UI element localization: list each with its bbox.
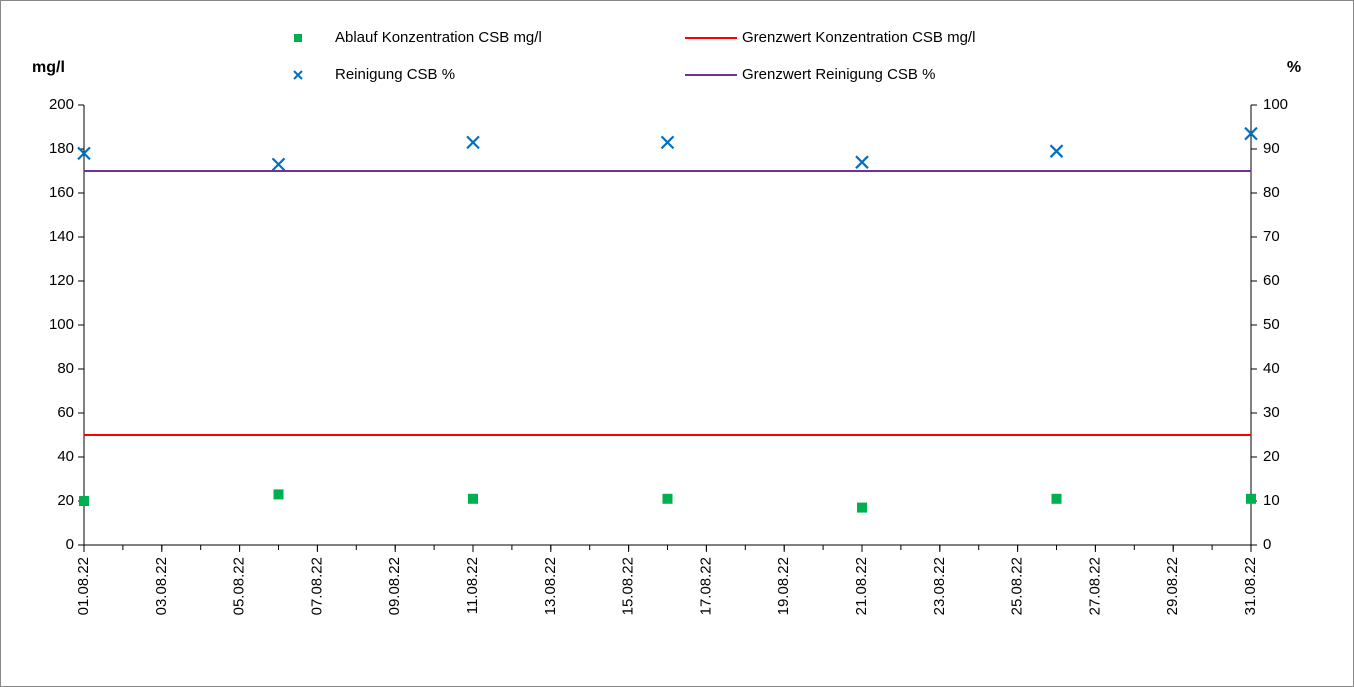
x-tick-label: 09.08.22 xyxy=(386,557,403,615)
x-tick-label: 03.08.22 xyxy=(153,557,170,615)
marker xyxy=(855,155,869,169)
y2-tick-label: 80 xyxy=(1263,184,1280,201)
x-tick-label: 27.08.22 xyxy=(1086,557,1103,615)
x-tick-label: 07.08.22 xyxy=(308,557,325,615)
y2-tick-label: 70 xyxy=(1263,228,1280,245)
legend-label: Reinigung CSB % xyxy=(335,66,455,83)
marker xyxy=(1049,144,1064,158)
y2-tick-label: 20 xyxy=(1263,448,1280,465)
marker xyxy=(662,493,673,504)
y2-tick-label: 50 xyxy=(1263,316,1280,333)
y2-tick-label: 0 xyxy=(1263,536,1271,553)
y2-tick-label: 90 xyxy=(1263,140,1280,157)
x-tick-label: 01.08.22 xyxy=(75,557,92,615)
x-tick-label: 17.08.22 xyxy=(697,557,714,615)
marker xyxy=(1244,126,1258,141)
x-tick-label: 23.08.22 xyxy=(931,557,948,615)
y-tick-label: 0 xyxy=(66,536,74,553)
y2-tick-label: 100 xyxy=(1263,96,1288,113)
y-tick-label: 180 xyxy=(49,140,74,157)
legend-swatch xyxy=(293,70,303,80)
marker xyxy=(77,146,91,161)
y-tick-label: 200 xyxy=(49,96,74,113)
y-axis-title: mg/l xyxy=(32,59,65,76)
marker xyxy=(468,493,478,504)
marker xyxy=(660,135,675,150)
y-tick-label: 140 xyxy=(49,228,74,245)
y2-tick-label: 30 xyxy=(1263,404,1280,421)
x-tick-label: 05.08.22 xyxy=(231,557,248,615)
y2-tick-label: 40 xyxy=(1263,360,1280,377)
legend-swatch xyxy=(294,34,302,42)
y-tick-label: 160 xyxy=(49,184,74,201)
y-tick-label: 100 xyxy=(49,316,74,333)
marker xyxy=(1246,493,1256,504)
y-tick-label: 40 xyxy=(57,448,74,465)
x-tick-label: 25.08.22 xyxy=(1009,557,1026,615)
marker xyxy=(466,135,480,150)
legend-label: Ablauf Konzentration CSB mg/l xyxy=(335,29,542,46)
x-tick-label: 19.08.22 xyxy=(775,557,792,615)
x-tick-label: 13.08.22 xyxy=(542,557,559,615)
x-tick-label: 29.08.22 xyxy=(1164,557,1181,615)
marker xyxy=(271,157,286,172)
y2-tick-label: 60 xyxy=(1263,272,1280,289)
y-tick-label: 20 xyxy=(57,492,74,509)
marker xyxy=(1051,493,1062,504)
x-tick-label: 11.08.22 xyxy=(464,557,481,614)
marker xyxy=(273,489,284,500)
legend-label: Grenzwert Konzentration CSB mg/l xyxy=(742,29,975,46)
x-tick-label: 15.08.22 xyxy=(620,557,637,615)
y-tick-label: 80 xyxy=(57,360,74,377)
x-tick-label: 31.08.22 xyxy=(1242,557,1259,615)
x-tick-label: 21.08.22 xyxy=(853,557,870,615)
y-tick-label: 120 xyxy=(49,272,74,289)
y2-axis-title: % xyxy=(1287,59,1301,76)
legend-label: Grenzwert Reinigung CSB % xyxy=(742,66,935,83)
y2-tick-label: 10 xyxy=(1263,492,1280,509)
marker xyxy=(857,502,867,513)
marker xyxy=(79,496,89,506)
y-tick-label: 60 xyxy=(57,404,74,421)
